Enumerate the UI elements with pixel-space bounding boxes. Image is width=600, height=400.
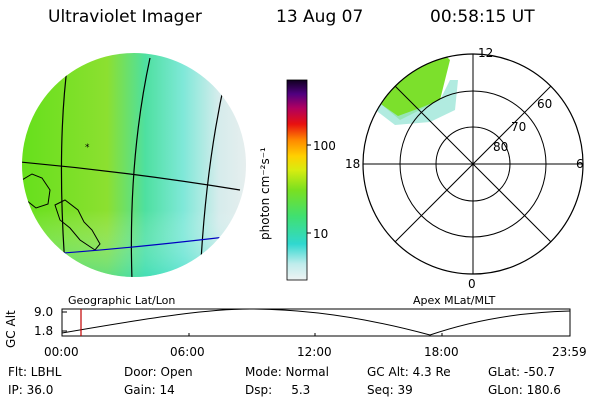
alt-xtick-1800: 18:00 <box>424 345 459 359</box>
alt-xtick-0600: 06:00 <box>170 345 205 359</box>
app-title: Ultraviolet Imager <box>48 7 202 27</box>
time-label: 00:58:15 UT <box>430 7 535 27</box>
mlt-label-6: 6 <box>576 157 584 171</box>
apex-plot-title: Apex MLat/MLT <box>413 294 496 307</box>
lat-label-60: 60 <box>537 97 553 111</box>
alt-ylabel: GC Alt <box>4 310 18 348</box>
info-ip: IP: 36.0 <box>8 383 54 397</box>
alt-xtick-0000: 00:00 <box>44 345 79 359</box>
alt-xtick-1200: 12:00 <box>297 345 332 359</box>
info-glon: GLon: 180.6 <box>488 383 561 397</box>
altitude-panel <box>61 308 571 337</box>
alt-xtick-2359: 23:59 <box>552 345 587 359</box>
alt-ytick-9: 9.0 <box>34 305 54 319</box>
lat-label-70: 70 <box>511 120 527 134</box>
svg-text:*: * <box>85 143 90 153</box>
colorbar-label: photon cm⁻²s⁻¹ <box>258 147 272 240</box>
info-dsp: Dsp: 5.3 <box>245 383 311 397</box>
info-glat: GLat: -50.7 <box>488 365 555 379</box>
date-label: 13 Aug 07 <box>276 7 364 27</box>
info-door: Door: Open <box>124 365 193 379</box>
info-gain: Gain: 14 <box>124 383 175 397</box>
geo-grid <box>22 57 246 277</box>
info-mode: Mode: Normal <box>245 365 329 379</box>
geo-plot-title: Geographic Lat/Lon <box>68 294 176 307</box>
colorbar-tick-10: 10 <box>313 227 329 241</box>
mlt-label-12: 12 <box>478 46 494 60</box>
imager-disk: * <box>22 53 246 277</box>
mlt-label-0: 0 <box>468 277 476 291</box>
info-gcalt: GC Alt: 4.3 Re <box>367 365 451 379</box>
alt-ytick-1-8: 1.8 <box>34 324 54 338</box>
colorbar-tick-100: 100 <box>313 139 336 153</box>
lat-label-80: 80 <box>493 140 509 154</box>
colorbar <box>286 79 311 281</box>
polar-plot <box>362 53 584 275</box>
info-flt: Flt: LBHL <box>8 365 62 379</box>
info-seq: Seq: 39 <box>367 383 413 397</box>
mlt-label-18: 18 <box>345 157 361 171</box>
